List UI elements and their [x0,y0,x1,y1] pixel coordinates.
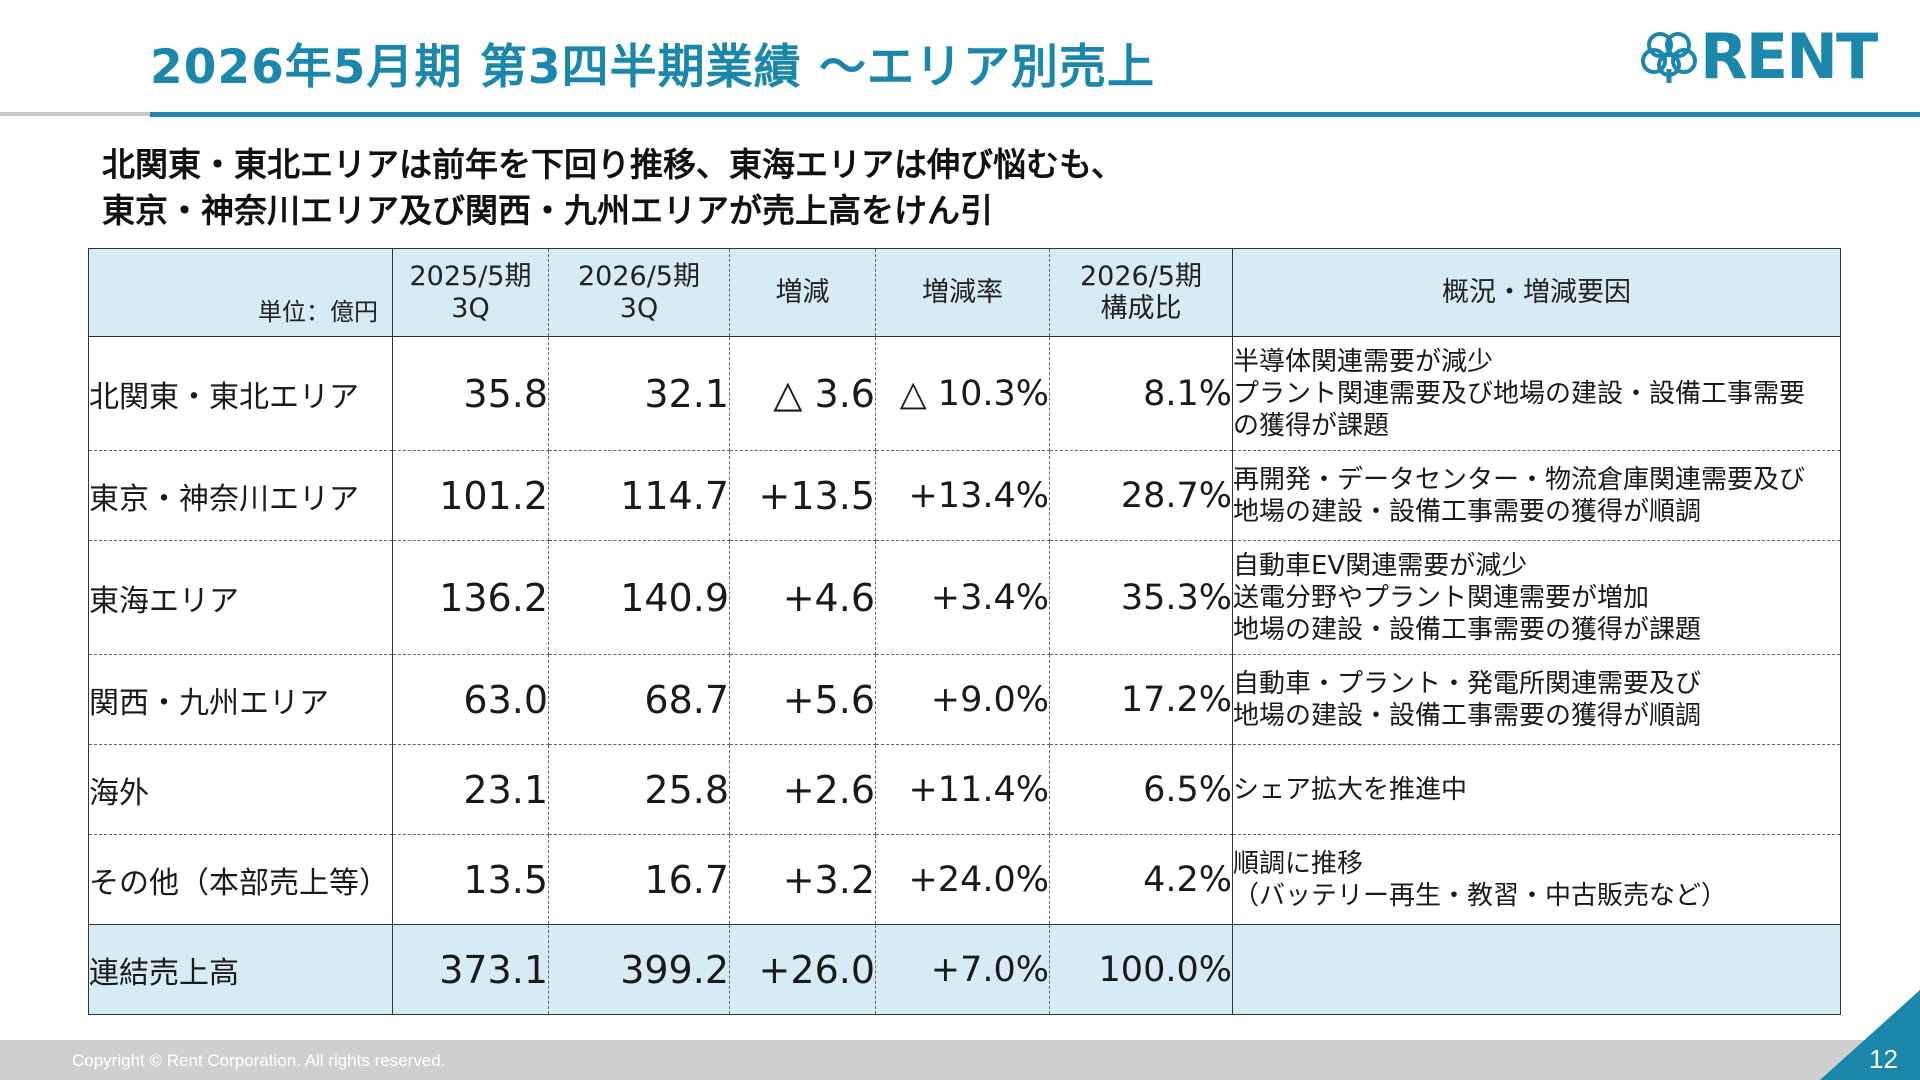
row-notes: シェア拡大を推進中 [1232,744,1841,835]
corner-accent [1820,990,1920,1080]
header-share-period: 2026/5期 [1080,260,1202,292]
row-notes: 半導体関連需要が減少 プラント関連需要及び地場の建設・設備工事需要 の獲得が課題 [1232,336,1841,451]
row-share: 35.3% [1049,540,1233,655]
note-line: 自動車EV関連需要が減少 [1233,550,1528,581]
row-notes: 再開発・データセンター・物流倉庫関連需要及び 地場の建設・設備工事需要の獲得が順… [1232,450,1841,541]
note-line: プラント関連需要及び地場の建設・設備工事需要 [1233,378,1806,409]
header-curr-period: 2026/5期 [578,260,700,292]
row-rate: +9.0% [875,654,1050,745]
row-prev: 23.1 [392,744,549,835]
row-area: 北関東・東北エリア [88,336,393,451]
row-prev: 35.8 [392,336,549,451]
header-share-label: 構成比 [1100,292,1182,324]
row-notes: 順調に推移 （バッテリー再生・教習・中古販売など） [1232,834,1841,925]
note-line: 地場の建設・設備工事需要の獲得が課題 [1233,614,1702,645]
row-rate: +11.4% [875,744,1050,835]
note-line: の獲得が課題 [1233,410,1390,441]
header-prev-3q: 2025/5期 3Q [392,248,549,337]
footer-bar [0,1040,1920,1080]
total-rate: +7.0% [875,924,1050,1015]
header-curr-3q: 2026/5期 3Q [548,248,730,337]
total-change: +26.0 [729,924,876,1015]
note-line: 半導体関連需要が減少 [1233,346,1494,377]
row-change: +3.2 [729,834,876,925]
table-row: 東京・神奈川エリア 101.2 114.7 +13.5 +13.4% 28.7%… [88,450,1841,541]
row-rate: +3.4% [875,540,1050,655]
row-curr: 25.8 [548,744,730,835]
row-curr: 114.7 [548,450,730,541]
row-share: 28.7% [1049,450,1233,541]
table-row: その他（本部売上等） 13.5 16.7 +3.2 +24.0% 4.2% 順調… [88,834,1841,925]
row-curr: 32.1 [548,336,730,451]
row-area: 関西・九州エリア [88,654,393,745]
header-share: 2026/5期 構成比 [1049,248,1233,337]
table-row: 海外 23.1 25.8 +2.6 +11.4% 6.5% シェア拡大を推進中 [88,744,1841,835]
header-curr-quarter: 3Q [619,292,659,324]
company-logo: RENT [1640,26,1878,88]
row-notes: 自動車EV関連需要が減少 送電分野やプラント関連需要が増加 地場の建設・設備工事… [1232,540,1841,655]
note-line: 自動車・プラント・発電所関連需要及び [1233,668,1702,699]
row-change: +13.5 [729,450,876,541]
row-change: △ 3.6 [729,336,876,451]
note-line: （バッテリー再生・教習・中古販売など） [1233,880,1728,911]
table-row: 関西・九州エリア 63.0 68.7 +5.6 +9.0% 17.2% 自動車・… [88,654,1841,745]
row-curr: 16.7 [548,834,730,925]
title-rule-left [0,112,150,116]
header-prev-period: 2025/5期 [409,260,532,292]
row-rate: +24.0% [875,834,1050,925]
row-change: +5.6 [729,654,876,745]
note-line: 地場の建設・設備工事需要の獲得が順調 [1233,700,1702,731]
row-share: 4.2% [1049,834,1233,925]
row-change: +2.6 [729,744,876,835]
row-change: +4.6 [729,540,876,655]
headline-line-2: 東京・神奈川エリア及び関西・九州エリアが売上高をけん引 [102,191,993,230]
total-notes [1232,924,1841,1015]
row-area: 海外 [88,744,393,835]
row-share: 8.1% [1049,336,1233,451]
headline-line-1: 北関東・東北エリアは前年を下回り推移、東海エリアは伸び悩むも、 [102,145,1125,184]
row-curr: 140.9 [548,540,730,655]
row-area: その他（本部売上等） [88,834,393,925]
header-change: 増減 [729,248,876,337]
header-prev-quarter: 3Q [451,292,490,324]
row-prev: 136.2 [392,540,549,655]
table-total-row: 連結売上高 373.1 399.2 +26.0 +7.0% 100.0% [88,924,1841,1015]
page-title: 2026年5月期 第3四半期業績 ～エリア別売上 [150,40,1155,95]
note-line: シェア拡大を推進中 [1233,774,1468,805]
row-prev: 63.0 [392,654,549,745]
row-area: 東京・神奈川エリア [88,450,393,541]
page-number: 12 [1869,1044,1898,1074]
row-share: 17.2% [1049,654,1233,745]
note-line: 順調に推移 [1233,848,1364,879]
logo-wordmark: RENT [1700,20,1878,93]
total-label: 連結売上高 [88,924,393,1015]
row-curr: 68.7 [548,654,730,745]
table-row: 東海エリア 136.2 140.9 +4.6 +3.4% 35.3% 自動車EV… [88,540,1841,655]
header-notes: 概況・増減要因 [1232,248,1841,337]
row-area: 東海エリア [88,540,393,655]
row-rate: △ 10.3% [875,336,1050,451]
headline: 北関東・東北エリアは前年を下回り推移、東海エリアは伸び悩むも、 東京・神奈川エリ… [102,142,1124,234]
note-line: 送電分野やプラント関連需要が増加 [1233,582,1650,613]
header-unit: 単位：億円 [88,248,393,337]
table-header-row: 単位：億円 2025/5期 3Q 2026/5期 3Q 増減 増減率 2026/… [88,248,1841,337]
total-prev: 373.1 [392,924,549,1015]
header-change-rate: 増減率 [875,248,1050,337]
row-share: 6.5% [1049,744,1233,835]
area-sales-table: 単位：億円 2025/5期 3Q 2026/5期 3Q 増減 増減率 2026/… [88,248,1841,1015]
table-row: 北関東・東北エリア 35.8 32.1 △ 3.6 △ 10.3% 8.1% 半… [88,336,1841,451]
clover-logo-icon [1641,32,1697,83]
row-prev: 13.5 [392,834,549,925]
title-rule [150,112,1920,117]
copyright-text: Copyright © Rent Corporation. All rights… [72,1051,446,1070]
row-notes: 自動車・プラント・発電所関連需要及び 地場の建設・設備工事需要の獲得が順調 [1232,654,1841,745]
row-rate: +13.4% [875,450,1050,541]
total-curr: 399.2 [548,924,730,1015]
row-prev: 101.2 [392,450,549,541]
note-line: 地場の建設・設備工事需要の獲得が順調 [1233,496,1702,527]
total-share: 100.0% [1049,924,1233,1015]
note-line: 再開発・データセンター・物流倉庫関連需要及び [1233,464,1806,495]
